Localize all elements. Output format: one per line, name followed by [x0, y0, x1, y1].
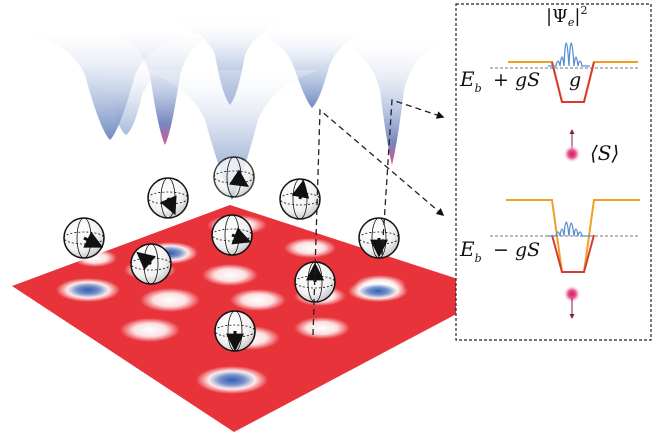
top-eb-label: Eb: [459, 67, 482, 95]
bottom-shift-label: − gS: [493, 239, 540, 261]
spin-sphere: [213, 156, 255, 198]
wavefunction-bottom: [548, 221, 590, 237]
connector-top: [381, 99, 445, 256]
top-shift-label: + gS: [493, 69, 540, 91]
inset-top-well: [490, 42, 640, 103]
spin-average-label: ⟨S⟩: [590, 141, 619, 165]
spin-sphere: [63, 217, 105, 259]
inset-bottom-well: [490, 199, 640, 273]
spin-average-symbol: [563, 129, 581, 163]
spin-down-symbol: [563, 285, 581, 319]
potential-well: [110, 30, 220, 145]
spin-sphere: [130, 243, 172, 285]
connector-bottom: [312, 108, 445, 336]
spin-sphere: [214, 310, 256, 352]
potential-well: [140, 70, 320, 200]
potential-well: [60, 60, 190, 135]
wavefunction-top: [548, 42, 590, 67]
bottom-eb-label: Eb: [459, 237, 482, 265]
potential-wells: [10, 20, 450, 200]
connector-lines: [312, 99, 445, 336]
top-g-label: g: [569, 69, 581, 91]
potential-well: [330, 40, 450, 165]
spin-sphere: [358, 217, 400, 259]
potential-well: [250, 30, 370, 108]
spin-sphere: [211, 214, 253, 256]
potential-well: [170, 20, 290, 105]
spin-sphere: [147, 177, 189, 219]
inset-panel: |Ψe|2 Eb + gS g ⟨S⟩ Eb − gS: [455, 3, 652, 341]
spin-sphere: [279, 178, 321, 220]
